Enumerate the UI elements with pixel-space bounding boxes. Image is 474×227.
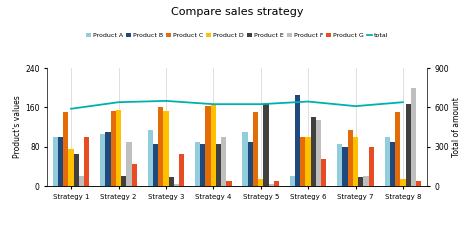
Bar: [126, 142, 132, 186]
Bar: [301, 137, 306, 186]
Bar: [105, 132, 110, 186]
Bar: [221, 137, 227, 186]
Bar: [416, 181, 421, 186]
Bar: [264, 104, 269, 186]
Bar: [100, 134, 105, 186]
Bar: [195, 142, 201, 186]
Bar: [216, 144, 221, 186]
Bar: [74, 154, 79, 186]
Bar: [179, 154, 184, 186]
Bar: [206, 106, 211, 186]
Bar: [316, 120, 321, 186]
Bar: [153, 144, 158, 186]
Bar: [158, 107, 163, 186]
Bar: [295, 95, 301, 186]
Bar: [163, 111, 169, 186]
Bar: [116, 110, 121, 186]
Bar: [390, 142, 395, 186]
Bar: [358, 177, 364, 186]
Bar: [410, 88, 416, 186]
Bar: [253, 112, 258, 186]
Bar: [69, 149, 74, 186]
Bar: [364, 176, 369, 186]
Bar: [400, 179, 406, 186]
Y-axis label: Product's values: Product's values: [13, 96, 22, 158]
Bar: [306, 137, 311, 186]
Bar: [227, 181, 232, 186]
Bar: [132, 164, 137, 186]
Bar: [268, 184, 274, 186]
Bar: [84, 137, 89, 186]
Bar: [343, 147, 348, 186]
Bar: [110, 111, 116, 186]
Y-axis label: Total of amount: Total of amount: [452, 97, 461, 157]
Bar: [353, 137, 358, 186]
Bar: [211, 105, 216, 186]
Bar: [311, 117, 316, 186]
Bar: [337, 144, 343, 186]
Bar: [58, 137, 64, 186]
Bar: [64, 112, 69, 186]
Bar: [169, 177, 174, 186]
Bar: [385, 137, 390, 186]
Bar: [121, 176, 126, 186]
Bar: [290, 176, 295, 186]
Bar: [406, 104, 411, 186]
Bar: [148, 130, 153, 186]
Bar: [79, 176, 84, 186]
Bar: [242, 132, 247, 186]
Bar: [321, 159, 326, 186]
Legend: Product A, Product B, Product C, Product D, Product E, Product F, Product G, tot: Product A, Product B, Product C, Product…: [83, 30, 391, 41]
Bar: [369, 147, 374, 186]
Text: Compare sales strategy: Compare sales strategy: [171, 7, 303, 17]
Bar: [348, 130, 353, 186]
Bar: [53, 137, 58, 186]
Bar: [247, 142, 253, 186]
Bar: [173, 184, 179, 186]
Bar: [274, 181, 279, 186]
Bar: [201, 144, 206, 186]
Bar: [395, 112, 400, 186]
Bar: [258, 179, 264, 186]
